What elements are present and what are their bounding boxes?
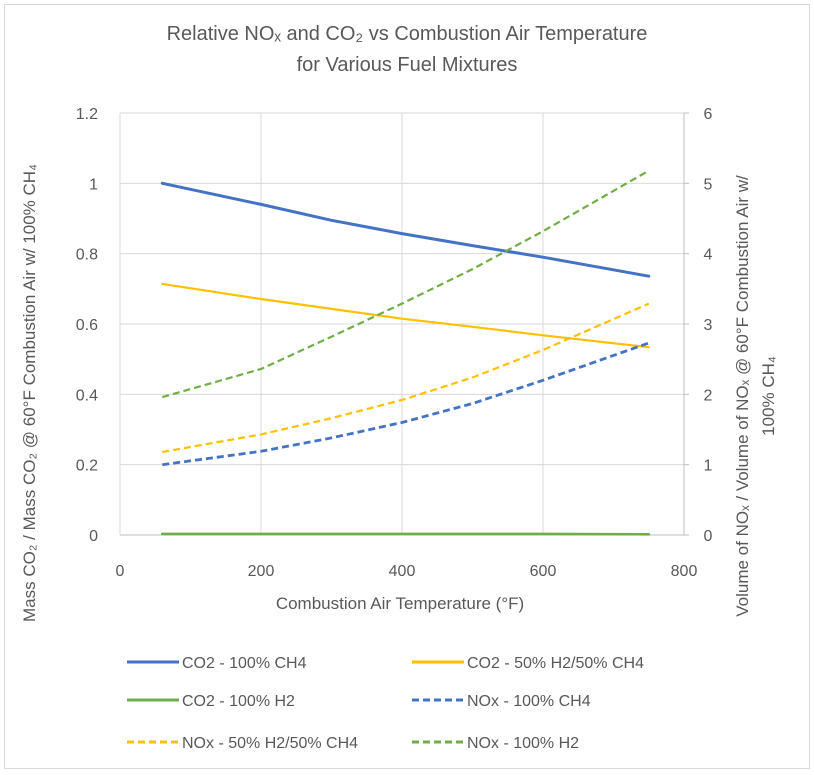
legend-label: CO2 - 100% H2: [182, 693, 295, 710]
legend-label: NOx - 50% H2/50% CH4: [182, 735, 358, 752]
y-left-tick-label: 1: [89, 176, 98, 193]
series-line-nox-100-h2: [161, 169, 650, 399]
legend-label: CO2 - 100% CH4: [182, 655, 307, 672]
legend-item: CO2 - 100% H2: [127, 693, 295, 710]
y-left-tick-label: 0.8: [76, 247, 98, 264]
y-axis-right-label-line1: Volume of NOₓ / Volume of NOₓ @ 60°F Com…: [733, 175, 752, 617]
series-line-nox-50-h2-50-ch4: [162, 302, 650, 454]
y-axis-right-label-line2: 100% CH₄: [759, 356, 778, 436]
y-right-tick-label: 5: [704, 176, 713, 193]
legend-label: NOx - 100% H2: [467, 735, 579, 752]
y-right-tick-label: 1: [704, 458, 713, 475]
legend-item: NOx - 100% H2: [412, 735, 579, 752]
legend-label: CO2 - 50% H2/50% CH4: [467, 655, 644, 672]
legend-item: CO2 - 100% CH4: [127, 655, 307, 672]
y-right-tick-label: 4: [704, 247, 713, 264]
x-tick-label: 0: [116, 563, 125, 580]
y-left-tick-label: 0.6: [76, 317, 98, 334]
legend-item: NOx - 100% CH4: [412, 693, 591, 710]
legend-item: NOx - 50% H2/50% CH4: [127, 735, 358, 752]
series-layer: [160, 169, 651, 536]
series-line-co2-100-ch4: [160, 181, 651, 278]
x-tick-label: 800: [671, 563, 698, 580]
x-tick-label: 200: [248, 563, 275, 580]
x-tick-label: 600: [530, 563, 557, 580]
x-axis-label: Combustion Air Temperature (°F): [276, 594, 524, 613]
chart-title-line1: Relative NOₓ and CO₂ vs Combustion Air T…: [167, 23, 648, 45]
chart-title-line2: for Various Fuel Mixtures: [297, 54, 518, 76]
y-right-tick-label: 3: [704, 317, 713, 334]
series-line-co2-50-h2-50-ch4: [161, 282, 650, 349]
x-tick-label: 400: [389, 563, 416, 580]
y-right-tick-label: 0: [704, 528, 713, 545]
y-left-tick-label: 0: [89, 528, 98, 545]
legend: CO2 - 100% CH4 CO2 - 50% H2/50% CH4 CO2 - …: [127, 655, 644, 752]
gridlines: [119, 112, 689, 536]
legend-item: CO2 - 50% H2/50% CH4: [412, 655, 644, 672]
legend-label: NOx - 100% CH4: [467, 693, 591, 710]
y-left-tick-label: 0.2: [76, 458, 98, 475]
y-axis-left-label: Mass CO₂ / Mass CO₂ @ 60°F Combustion Ai…: [20, 164, 39, 622]
ticks-layer: 0 200 400 600 800 0 0.2 0.4 0.6 0.8 1 1.2 0 1 2 3 4 5 6: [76, 106, 713, 580]
y-right-tick-label: 2: [704, 387, 713, 404]
series-line-nox-100-ch4: [162, 341, 650, 467]
y-right-tick-label: 6: [704, 106, 713, 123]
y-left-tick-label: 0.4: [76, 387, 98, 404]
y-left-tick-label: 1.2: [76, 106, 98, 123]
chart-frame: [4, 4, 810, 769]
